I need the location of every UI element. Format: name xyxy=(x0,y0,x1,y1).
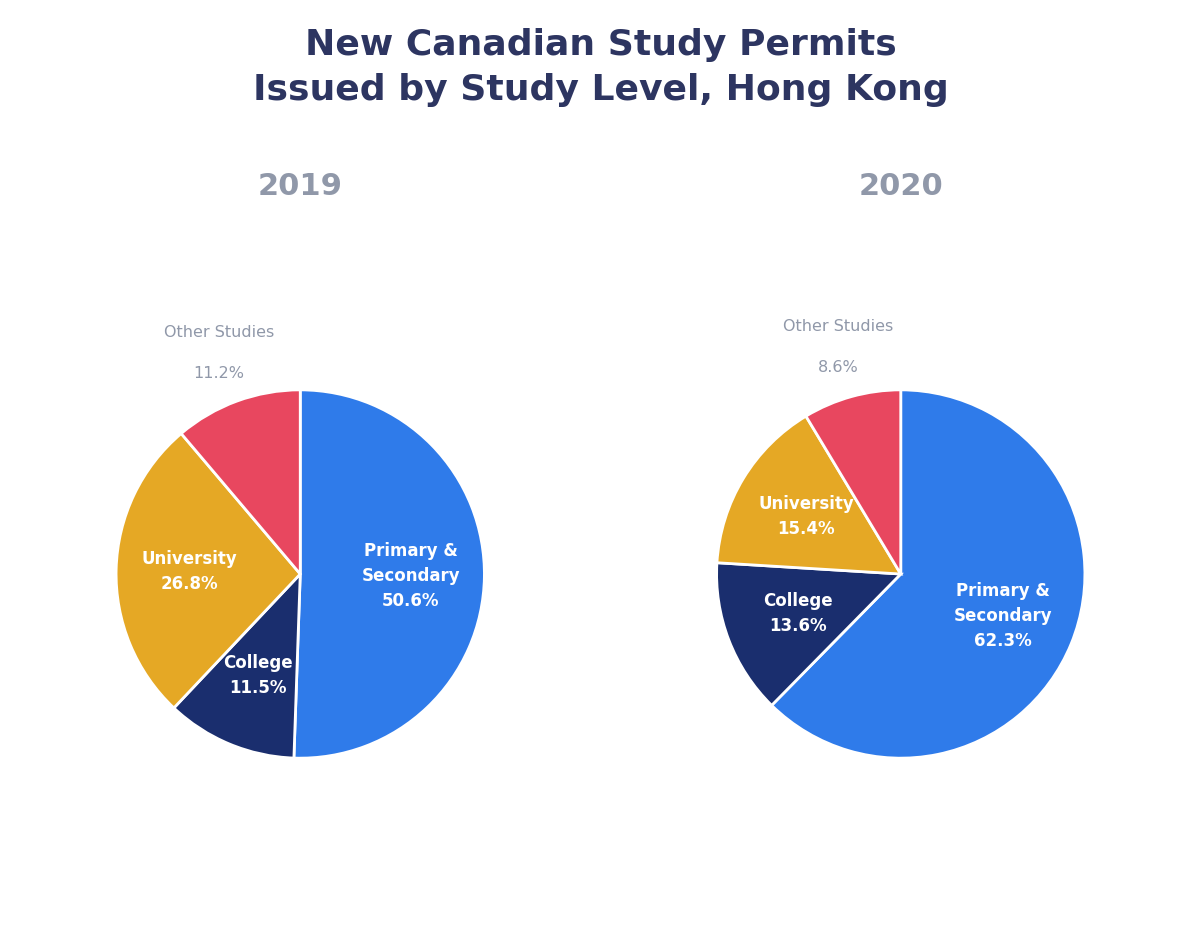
Text: Other Studies: Other Studies xyxy=(783,319,892,334)
Wedge shape xyxy=(174,574,300,758)
Text: New Canadian Study Permits
Issued by Study Level, Hong Kong: New Canadian Study Permits Issued by Stu… xyxy=(252,28,949,106)
Text: Primary &
Secondary
62.3%: Primary & Secondary 62.3% xyxy=(954,582,1052,650)
Wedge shape xyxy=(294,390,484,758)
Wedge shape xyxy=(116,433,300,708)
Wedge shape xyxy=(772,390,1085,758)
Wedge shape xyxy=(717,416,901,574)
Text: College
11.5%: College 11.5% xyxy=(223,655,293,697)
Text: University
15.4%: University 15.4% xyxy=(758,495,854,538)
Wedge shape xyxy=(181,390,300,574)
Wedge shape xyxy=(717,563,901,706)
Text: University
26.8%: University 26.8% xyxy=(142,549,238,593)
Text: 11.2%: 11.2% xyxy=(193,366,245,381)
Text: Other Studies: Other Studies xyxy=(165,325,274,340)
Text: 2020: 2020 xyxy=(859,171,943,201)
Text: 2019: 2019 xyxy=(258,171,342,201)
Text: College
13.6%: College 13.6% xyxy=(763,592,832,635)
Text: Primary &
Secondary
50.6%: Primary & Secondary 50.6% xyxy=(362,542,460,610)
Text: 8.6%: 8.6% xyxy=(818,360,859,375)
Wedge shape xyxy=(806,390,901,574)
